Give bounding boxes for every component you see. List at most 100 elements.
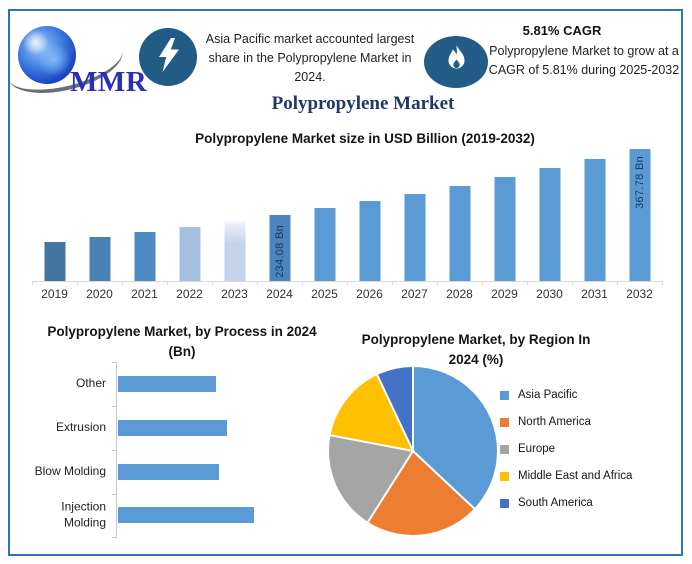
lightning-icon	[156, 37, 181, 77]
cagr-text: Polypropylene Market to grow at a CAGR o…	[488, 44, 680, 77]
axis-tick	[572, 281, 573, 285]
process-bar-blow-molding	[118, 463, 219, 480]
bar-2025	[314, 208, 335, 281]
highlight-text: Asia Pacific market accounted largest sh…	[205, 32, 415, 84]
bar-2026	[359, 201, 380, 281]
mmr-logo: MMR	[1, 22, 147, 104]
year-label-2027: 2027	[401, 287, 428, 301]
process-bar-other	[118, 376, 216, 392]
bar-slot-2021	[122, 149, 167, 281]
cagr-headline: 5.81% CAGR	[522, 23, 602, 38]
bar-slot-2024: 234.08 Bn	[257, 149, 302, 281]
bar-slot-2023	[212, 149, 257, 281]
page-title: Polypropylene Market	[271, 93, 455, 114]
year-label-2032: 2032	[626, 287, 653, 301]
process-axis-tick	[112, 450, 116, 451]
axis-tick	[77, 281, 78, 285]
bar-slot-2032: 367.78 Bn	[617, 149, 662, 281]
region-chart-title: Polypropylene Market, by Region In 2024 …	[361, 332, 591, 367]
axis-tick	[122, 281, 123, 285]
process-bar-extrusion	[118, 420, 228, 436]
year-label-2021: 2021	[131, 287, 158, 301]
legend-label: Middle East and Africa	[518, 470, 633, 482]
year-label-2020: 2020	[86, 287, 113, 301]
legend-label: Europe	[518, 443, 556, 455]
bar-slot-2019	[32, 149, 77, 281]
legend-swatch	[500, 390, 509, 400]
bar-slot-2030	[527, 149, 572, 281]
legend-swatch	[500, 444, 509, 454]
bar-2031	[584, 159, 605, 281]
axis-tick	[662, 281, 663, 285]
process-row-blow-molding: Blow Molding	[30, 463, 292, 480]
axis-tick	[302, 281, 303, 285]
flame-badge	[424, 36, 488, 88]
bar-2021	[134, 232, 155, 281]
year-label-2031: 2031	[581, 287, 608, 301]
market-size-year-labels: 2019 2020 2021 2022 2023 2024 2025 2026 2027 2028…	[32, 287, 662, 301]
bar-slot-2026	[347, 149, 392, 281]
legend-item-asia-pacific: Asia Pacific	[500, 386, 632, 404]
axis-tick	[32, 281, 33, 285]
category-label: Blow Molding	[34, 463, 106, 478]
year-label-2025: 2025	[311, 287, 338, 301]
bar-slot-2025	[302, 149, 347, 281]
year-label-2022: 2022	[176, 287, 203, 301]
bar-2022	[179, 226, 200, 281]
process-axis-tick	[112, 406, 116, 407]
bar-slot-2028	[437, 149, 482, 281]
category-label: Other	[75, 376, 106, 391]
logo-text: MMR	[70, 66, 148, 98]
legend-swatch	[500, 498, 509, 508]
legend-label: South America	[518, 497, 593, 509]
bar-2030	[539, 168, 560, 281]
market-size-x-axis	[32, 281, 663, 286]
globe-icon	[18, 26, 76, 84]
process-axis-tick	[112, 537, 116, 538]
legend-item-europe: Europe	[500, 440, 632, 458]
bar-2028	[449, 185, 470, 281]
bar-2019	[44, 242, 65, 281]
process-axis-tick	[112, 494, 116, 495]
bar-2024	[269, 214, 290, 281]
region-legend: Asia Pacific North America Europe Middle Ea…	[500, 386, 632, 521]
pie-divider	[412, 367, 414, 451]
year-label-2029: 2029	[491, 287, 518, 301]
process-row-injection-molding: Injection Molding	[30, 499, 292, 529]
process-axis-tick	[112, 362, 116, 363]
year-label-2030: 2030	[536, 287, 563, 301]
region-pie	[329, 367, 497, 535]
process-row-other: Other	[30, 376, 292, 392]
bar-value-label-2032: 367.78 Bn	[633, 156, 646, 209]
pie-divider	[412, 450, 475, 510]
bar-slot-2031	[572, 149, 617, 281]
bar-2027	[404, 193, 425, 281]
bar-slot-2020	[77, 149, 122, 281]
axis-tick	[212, 281, 213, 285]
frame-border	[8, 9, 683, 556]
year-label-2024: 2024	[266, 287, 293, 301]
bar-2029	[494, 177, 515, 281]
process-row-extrusion: Extrusion	[30, 420, 292, 436]
axis-tick	[527, 281, 528, 285]
process-chart-title: Polypropylene Market, by Process in 2024…	[47, 324, 317, 359]
market-size-chart: 234.08 Bn 367.78 Bn	[32, 149, 662, 281]
axis-tick	[482, 281, 483, 285]
axis-tick	[437, 281, 438, 285]
legend-item-north-america: North America	[500, 413, 632, 431]
axis-tick	[347, 281, 348, 285]
category-label: Extrusion	[55, 420, 106, 435]
category-label: Injection Molding	[61, 499, 106, 529]
bar-slot-2027	[392, 149, 437, 281]
process-chart: Other Extrusion Blow Molding Injection Mold…	[30, 362, 292, 538]
legend-label: Asia Pacific	[518, 389, 578, 401]
process-axis-line	[116, 362, 117, 538]
lightning-badge	[139, 28, 197, 86]
legend-swatch	[500, 417, 509, 427]
market-size-chart-title: Polypropylene Market size in USD Billion…	[195, 131, 535, 146]
bar-2032	[629, 149, 650, 281]
cagr-block: 5.81% CAGR Polypropylene Market to grow …	[484, 23, 684, 80]
pie-divider	[376, 374, 414, 452]
bar-slot-2022	[167, 149, 212, 281]
year-label-2028: 2028	[446, 287, 473, 301]
